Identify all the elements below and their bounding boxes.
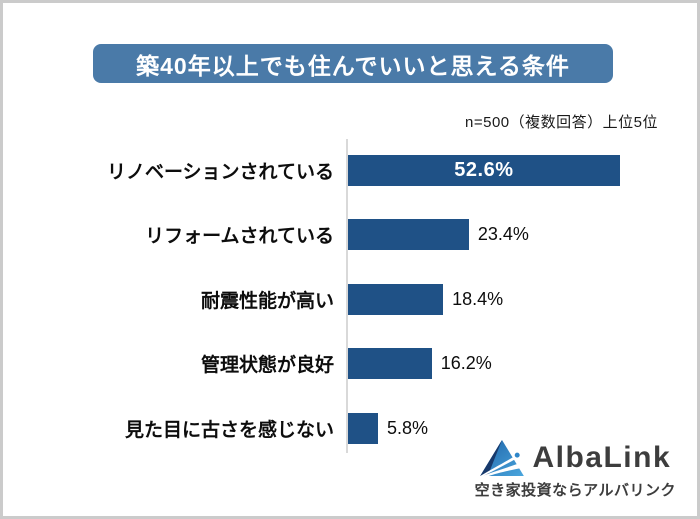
value-label-outside: 5.8% <box>386 417 428 438</box>
chart-row: 見た目に古さを感じない 5.8% <box>3 396 697 461</box>
chart-row: 管理状態が良好 16.2% <box>3 332 697 397</box>
chart-title: 築40年以上でも住んでいいと思える条件 <box>136 52 570 79</box>
value-label-outside: 18.4% <box>452 288 504 309</box>
category-label: リフォームされている <box>145 226 334 248</box>
bar-area: 5.8% <box>348 412 658 444</box>
bar <box>348 219 469 251</box>
logo-row: AlbaLink <box>479 439 671 477</box>
bar: 52.6% <box>348 154 620 186</box>
bar-area: 18.4% <box>348 283 658 315</box>
y-axis-line <box>346 139 348 453</box>
chart-row: リフォームされている 23.4% <box>3 203 697 268</box>
chart-row: 耐震性能が高い 18.4% <box>3 267 697 332</box>
bar-area: 52.6% <box>348 154 658 186</box>
bar-area: 23.4% <box>348 219 658 251</box>
bar-chart: リノベーションされている 52.6% リフォームされている 23.4% 耐震性能… <box>3 138 697 461</box>
brand-name: AlbaLink <box>532 441 672 474</box>
chart-row: リノベーションされている 52.6% <box>3 138 697 203</box>
value-label-inside: 52.6% <box>454 158 514 181</box>
value-label-outside: 23.4% <box>477 224 529 245</box>
albalink-logo: AlbaLink 空き家投資ならアルバリンク <box>475 439 676 500</box>
category-label: 見た目に古さを感じない <box>124 419 334 441</box>
chart-title-box: 築40年以上でも住んでいいと思える条件 <box>93 44 613 83</box>
category-label: リノベーションされている <box>106 161 334 183</box>
category-label: 管理状態が良好 <box>200 355 334 377</box>
bar-area: 16.2% <box>348 348 658 380</box>
sample-size-note: n=500（複数回答）上位5位 <box>465 114 658 131</box>
bar <box>348 348 432 380</box>
brand-tagline: 空き家投資ならアルバリンク <box>474 482 676 499</box>
bar <box>348 283 444 315</box>
value-label-outside: 16.2% <box>440 353 492 374</box>
albalink-mountain-icon <box>480 439 525 477</box>
category-label: 耐震性能が高い <box>200 290 334 312</box>
bar <box>348 412 378 444</box>
